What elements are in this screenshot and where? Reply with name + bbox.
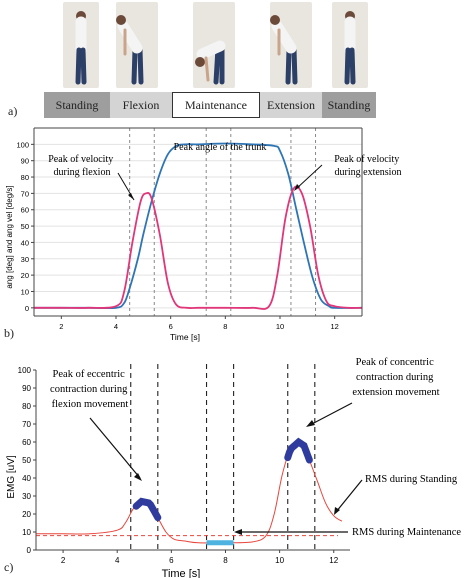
y-tick-label: 90 — [21, 157, 29, 166]
phase-flexion: Flexion — [110, 92, 172, 118]
phase-standing-2: Standing — [322, 92, 376, 118]
photo-standing-2 — [332, 2, 368, 88]
svg-text:Peak of velocity during: Peak of velocity during extension — [334, 154, 401, 178]
svg-text:RMS during Standing: RMS during Standing — [365, 474, 458, 485]
y-tick-label: 0 — [27, 546, 32, 555]
svg-text:Peak of velocity during: Peak of velocity during flexion — [48, 154, 115, 178]
peak-segment-0 — [132, 497, 162, 522]
b-annotation-extension: Peak of velocity during extension — [294, 154, 401, 191]
phase-standing-1: Standing — [44, 92, 110, 118]
x-tick-label: 12 — [330, 322, 338, 331]
x-tick-label: 10 — [276, 322, 284, 331]
x-tick-label: 12 — [329, 556, 338, 565]
panel-label-c: c) — [4, 560, 14, 574]
x-tick-label: 10 — [275, 556, 284, 565]
x-tick-label: 4 — [115, 556, 120, 565]
y-tick-label: 60 — [21, 206, 29, 215]
y-tick-label: 80 — [22, 402, 31, 411]
panel-label-b: b) — [4, 326, 14, 340]
y-tick-label: 80 — [21, 173, 29, 182]
y-tick-label: 100 — [18, 366, 32, 375]
series-line-0 — [35, 441, 343, 544]
b-xlabel: Time [s] — [170, 332, 200, 342]
c-xlabel: Time [s] — [162, 568, 201, 578]
x-tick-label: 4 — [114, 322, 118, 331]
b-annotation-flexion: Peak of velocity during flexion — [48, 154, 135, 201]
x-tick-label: 8 — [223, 322, 227, 331]
x-tick-label: 2 — [59, 322, 63, 331]
c-ylabel: EMG [uV] — [6, 455, 17, 499]
x-tick-label: 6 — [169, 556, 174, 565]
b-ylabel: ang [deg] and ang vel [deg/s] — [5, 185, 14, 288]
y-tick-label: 40 — [21, 238, 29, 247]
y-tick-label: 70 — [21, 189, 29, 198]
peak-segment-1 — [284, 437, 313, 464]
y-tick-label: 10 — [22, 528, 31, 537]
x-tick-label: 2 — [61, 556, 66, 565]
svg-text:Peak of eccentric contra: Peak of eccentric contraction during fle… — [50, 369, 130, 410]
phase-extension: Extension — [260, 92, 322, 118]
photo-extension — [270, 2, 312, 88]
y-tick-label: 20 — [21, 271, 29, 280]
y-tick-label: 30 — [22, 492, 31, 501]
y-tick-label: 40 — [22, 474, 31, 483]
x-tick-label: 6 — [169, 322, 173, 331]
y-tick-label: 100 — [16, 140, 29, 149]
c-annotation-eccentric: Peak of eccentric contraction during fle… — [50, 369, 142, 481]
svg-text:Peak angle of the trunk: Peak angle of the trunk — [174, 142, 267, 153]
y-tick-label: 30 — [21, 255, 29, 264]
y-tick-label: 10 — [21, 287, 29, 296]
phase-maintenance: Maintenance — [172, 92, 260, 118]
angle-velocity-chart: 0 10 20 30 40 50 60 70 80 90 100 2 4 6 8 10 12 ang [deg]… — [5, 127, 401, 342]
svg-text:Peak of concentric contr: Peak of concentric contraction during ex… — [352, 357, 439, 398]
series-line-1 — [33, 185, 363, 310]
c-annotation-rms-standing: RMS during Standing — [334, 474, 458, 515]
y-tick-label: 20 — [22, 510, 31, 519]
photo-maintenance — [193, 2, 235, 88]
photo-standing-1 — [63, 2, 99, 88]
y-tick-label: 50 — [21, 222, 29, 231]
y-tick-label: 0 — [25, 304, 29, 313]
y-tick-label: 70 — [22, 420, 31, 429]
b-annotation-peak-angle: Peak angle of the trunk — [174, 142, 267, 153]
y-tick-label: 60 — [22, 438, 31, 447]
panel-label-a: a) — [8, 104, 18, 118]
svg-text:RMS during Maintenance: RMS during Maintenance — [352, 527, 461, 538]
photo-flexion — [116, 2, 158, 88]
y-tick-label: 90 — [22, 384, 31, 393]
x-tick-label: 8 — [223, 556, 228, 565]
c-annotation-concentric: Peak of concentric contraction during ex… — [306, 357, 440, 427]
c-annotation-rms-maintenance: RMS during Maintenance — [234, 527, 461, 538]
y-tick-label: 50 — [22, 456, 31, 465]
series-line-0 — [33, 142, 363, 310]
